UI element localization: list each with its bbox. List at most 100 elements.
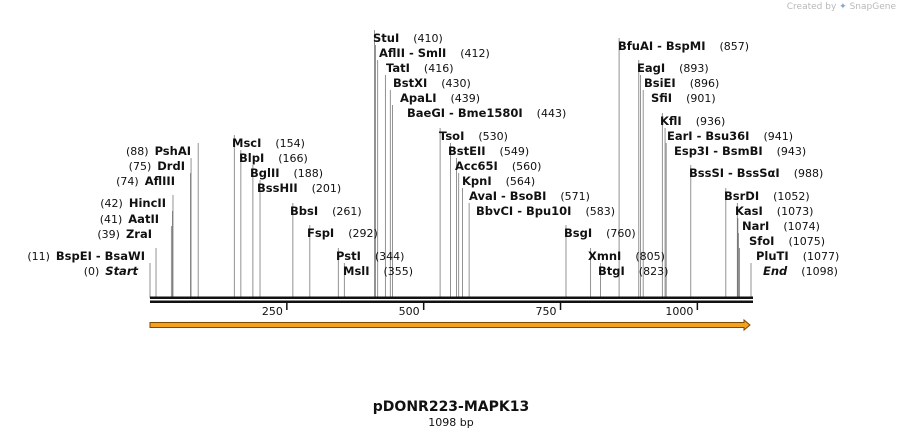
site-name: PshAI: [155, 144, 191, 158]
site-position: (88): [126, 145, 149, 158]
site-position: (571): [560, 190, 590, 203]
site-position: (1077): [803, 250, 840, 263]
site-name: XmnI: [588, 249, 621, 263]
site-position: (988): [794, 167, 824, 180]
site-label-btgi[interactable]: BtgI (823): [598, 264, 668, 278]
site-position: (943): [777, 145, 807, 158]
site-label-msci[interactable]: MscI (154): [232, 136, 305, 150]
site-labels: (0) Start (11) BspEI - BsaWI (39) ZraI(41) Aat…: [27, 31, 839, 278]
site-label-msli[interactable]: MslI (355): [343, 264, 413, 278]
site-name: MscI: [232, 136, 261, 150]
site-name: BbsI: [290, 204, 318, 218]
site-label-start[interactable]: (0) Start: [84, 264, 139, 278]
site-name: EarI - Bsu36I: [667, 129, 749, 143]
site-name: TatI: [386, 61, 410, 75]
site-name: AvaI - BsoBI: [469, 189, 546, 203]
dna-backbone: [150, 296, 753, 303]
site-label-baegi[interactable]: BaeGI - Bme1580I (443): [407, 106, 566, 120]
site-label-bfuai[interactable]: BfuAI - BspMI (857): [618, 39, 749, 53]
backbone-top-strand: [150, 296, 753, 299]
site-position: (39): [97, 228, 120, 241]
site-label-busshii[interactable]: BssHII (201): [257, 181, 341, 195]
site-position: (41): [100, 213, 123, 226]
site-label-stui[interactable]: StuI (410): [373, 31, 443, 45]
site-name: AflIII: [145, 174, 175, 188]
site-position: (530): [478, 130, 508, 143]
site-label-aatii[interactable]: (41) AatII: [100, 212, 159, 226]
site-name: BaeGI - Bme1580I: [407, 106, 523, 120]
site-label-acc65i[interactable]: Acc65I (560): [455, 159, 541, 173]
site-label-eagi[interactable]: EagI (893): [637, 61, 709, 75]
site-name: BssSI - BssSαI: [689, 166, 780, 180]
site-label-drdi[interactable]: (75) DrdI: [129, 159, 185, 173]
site-name: BssHII: [257, 181, 298, 195]
site-label-tati[interactable]: TatI (416): [386, 61, 454, 75]
site-label-sfoi[interactable]: SfoI (1075): [749, 234, 825, 248]
site-name: NarI: [742, 219, 769, 233]
site-label-eari[interactable]: EarI - Bsu36I (941): [667, 129, 793, 143]
site-position: (412): [460, 47, 490, 60]
site-name: BlpI: [239, 151, 264, 165]
site-label-kpni[interactable]: KpnI (564): [462, 174, 535, 188]
site-label-kasi[interactable]: KasI (1073): [735, 204, 813, 218]
site-name: TsoI: [439, 129, 464, 143]
site-label-bsrdi[interactable]: BsrDI (1052): [724, 189, 810, 203]
site-position: (410): [413, 32, 443, 45]
site-label-blpi[interactable]: BlpI (166): [239, 151, 308, 165]
backbone-bottom-strand: [150, 300, 753, 303]
site-name: EagI: [637, 61, 665, 75]
site-name: DrdI: [157, 159, 185, 173]
site-name: KpnI: [462, 174, 492, 188]
site-name: KflI: [660, 114, 682, 128]
site-label-nari[interactable]: NarI (1074): [742, 219, 820, 233]
site-label-sfii[interactable]: SfiI (901): [651, 91, 716, 105]
site-label-bsssi[interactable]: BssSI - BssSαI (988): [689, 166, 823, 180]
site-position: (896): [690, 77, 720, 90]
ruler-tick-label-500: 500: [399, 305, 420, 318]
site-label-bstxi[interactable]: BstXI (430): [393, 76, 471, 90]
site-label-esp3i[interactable]: Esp3I - BsmBI (943): [674, 144, 806, 158]
site-label-afliii2[interactable]: AflII - SmlI (412): [379, 46, 490, 60]
site-label-tsoi[interactable]: TsoI (530): [439, 129, 508, 143]
site-name: ApaLI: [400, 91, 437, 105]
site-name: BsrDI: [724, 189, 759, 203]
site-position: (549): [500, 145, 530, 158]
site-name: KasI: [735, 204, 763, 218]
site-label-bbvci[interactable]: BbvCI - Bpu10I (583): [476, 204, 615, 218]
site-position: (430): [441, 77, 471, 90]
site-label-fspi[interactable]: FspI (292): [307, 226, 378, 240]
site-label-end[interactable]: End (1098): [763, 264, 838, 278]
site-label-pluti[interactable]: PluTI (1077): [756, 249, 839, 263]
site-position: (583): [585, 205, 615, 218]
site-name: BfuAI - BspMI: [618, 39, 705, 53]
site-label-zrai[interactable]: (39) ZraI: [97, 227, 152, 241]
ruler-tick-label-250: 250: [262, 305, 283, 318]
site-label-xmni[interactable]: XmnI (805): [588, 249, 665, 263]
site-label-hincii[interactable]: (42) HincII: [100, 196, 166, 210]
site-label-avai[interactable]: AvaI - BsoBI (571): [469, 189, 590, 203]
snapgene-logo-icon: ✦: [839, 2, 847, 12]
site-name: ZraI: [126, 227, 152, 241]
site-name: PstI: [336, 249, 361, 263]
site-name: SfoI: [749, 234, 774, 248]
feature-arrow: [149, 318, 751, 332]
orf-feature-arrow[interactable]: [149, 318, 751, 332]
ruler-tick-label-1000: 1000: [665, 305, 693, 318]
site-label-bbsi[interactable]: BbsI (261): [290, 204, 362, 218]
site-position: (201): [312, 182, 342, 195]
site-label-bsiei[interactable]: BsiEI (896): [644, 76, 719, 90]
site-label-afliii[interactable]: (74) AflIII: [116, 174, 175, 188]
site-label-psti[interactable]: PstI (344): [336, 249, 404, 263]
site-label-pshai[interactable]: (88) PshAI: [126, 144, 191, 158]
site-label-kfli[interactable]: KflI (936): [660, 114, 725, 128]
site-label-bspei[interactable]: (11) BspEI - BsaWI: [27, 249, 145, 263]
site-label-apali[interactable]: ApaLI (439): [400, 91, 480, 105]
site-label-bsteii[interactable]: BstEII (549): [448, 144, 529, 158]
site-position: (936): [696, 115, 726, 128]
site-name: AflII - SmlI: [379, 46, 446, 60]
site-label-bsgi[interactable]: BsgI (760): [564, 226, 636, 240]
site-name: End: [763, 264, 788, 278]
site-position: (941): [763, 130, 793, 143]
site-label-bglii[interactable]: BglII (188): [250, 166, 323, 180]
site-position: (857): [719, 40, 749, 53]
